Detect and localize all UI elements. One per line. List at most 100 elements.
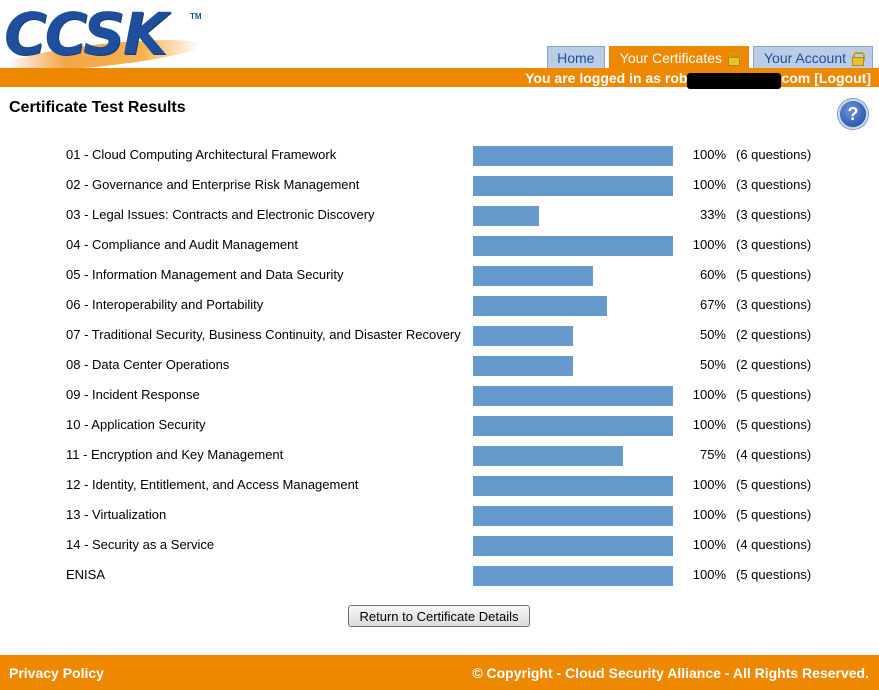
result-row: 13 - Virtualization 100% (5 questions) [0, 500, 879, 530]
logout-link[interactable]: [Logout] [814, 69, 871, 86]
score-bar-fill [473, 176, 673, 196]
result-row: 05 - Information Management and Data Sec… [0, 260, 879, 290]
redacted-email [687, 72, 782, 89]
result-domain-label: 04 - Compliance and Audit Management [66, 237, 298, 252]
score-bar-fill [473, 296, 607, 316]
lock-icon [728, 51, 741, 66]
score-percent: 100% [692, 507, 726, 522]
score-percent: 50% [699, 357, 726, 372]
score-bar-fill [473, 266, 593, 286]
score-percent: 33% [699, 207, 726, 222]
logo-text: CCSK [4, 0, 168, 68]
score-bar [473, 296, 673, 316]
score-bar [473, 446, 673, 466]
tab-your-account[interactable]: Your Account [753, 46, 873, 68]
tab-your-certificates-label: Your Certificates [619, 49, 722, 66]
question-count: (6 questions) [736, 147, 812, 162]
score-bar-fill [473, 236, 673, 256]
score-percent: 67% [699, 297, 726, 312]
question-count: (2 questions) [736, 327, 812, 342]
logo-trademark: TM [190, 12, 202, 21]
question-count: (4 questions) [736, 537, 812, 552]
score-bar-fill [473, 326, 573, 346]
login-prefix: You are logged in as rob [525, 69, 688, 86]
score-percent: 100% [692, 177, 726, 192]
result-row: 10 - Application Security 100% (5 question… [0, 410, 879, 440]
score-bar [473, 506, 673, 526]
result-domain-label: 11 - Encryption and Key Management [66, 447, 284, 462]
tab-home[interactable]: Home [546, 46, 605, 68]
score-bar-fill [473, 416, 673, 436]
score-bar [473, 266, 673, 286]
page-title: Certificate Test Results [9, 99, 186, 116]
score-bar-fill [473, 446, 623, 466]
score-percent: 100% [692, 537, 726, 552]
question-count: (4 questions) [736, 447, 812, 462]
footer: Privacy Policy © Copyright - Cloud Secur… [0, 655, 879, 690]
result-row: 06 - Interoperability and Portability 67%… [0, 290, 879, 320]
result-domain-label: 08 - Data Center Operations [66, 357, 230, 372]
score-bar [473, 536, 673, 556]
tab-your-certificates[interactable]: Your Certificates [608, 46, 749, 68]
score-percent: 75% [699, 447, 726, 462]
score-bar-fill [473, 476, 673, 496]
score-percent: 100% [692, 477, 726, 492]
score-percent: 100% [692, 387, 726, 402]
result-domain-label: 06 - Interoperability and Portability [66, 297, 264, 312]
question-count: (5 questions) [736, 417, 812, 432]
score-bar-fill [473, 386, 673, 406]
score-bar [473, 386, 673, 406]
result-row: 04 - Compliance and Audit Management 100%… [0, 230, 879, 260]
result-row: 14 - Security as a Service 100% (4 questio… [0, 530, 879, 560]
ccsk-logo: CCSK TM [4, 0, 204, 77]
result-row: 07 - Traditional Security, Business Cont… [0, 320, 879, 350]
question-count: (3 questions) [736, 177, 812, 192]
copyright-text: © Copyright - Cloud Security Alliance - … [472, 664, 869, 681]
score-bar [473, 176, 673, 196]
result-row: 11 - Encryption and Key Management 75% (4 … [0, 440, 879, 470]
result-row: 02 - Governance and Enterprise Risk Mana… [0, 170, 879, 200]
question-count: (5 questions) [736, 567, 812, 582]
help-icon[interactable]: ? [838, 99, 868, 129]
score-bar [473, 416, 673, 436]
score-bar-fill [473, 206, 539, 226]
nav-tabs: Home Your Certificates Your Account [546, 46, 873, 68]
result-domain-label: 02 - Governance and Enterprise Risk Mana… [66, 177, 360, 192]
result-row: 01 - Cloud Computing Architectural Frame… [0, 140, 879, 170]
privacy-policy-link[interactable]: Privacy Policy [9, 664, 104, 681]
question-count: (5 questions) [736, 507, 812, 522]
result-row: 12 - Identity, Entitlement, and Access M… [0, 470, 879, 500]
score-bar [473, 566, 673, 586]
score-percent: 60% [699, 267, 726, 282]
return-to-certificate-details-button[interactable]: Return to Certificate Details [348, 605, 530, 627]
result-row: ENISA 100% (5 questions) [0, 560, 879, 590]
score-percent: 100% [692, 237, 726, 252]
score-bar [473, 146, 673, 166]
score-bar [473, 206, 673, 226]
result-domain-label: 13 - Virtualization [66, 507, 167, 522]
results-list: 01 - Cloud Computing Architectural Frame… [0, 140, 879, 590]
tab-your-account-label: Your Account [764, 49, 846, 66]
lock-icon [852, 51, 865, 66]
question-count: (5 questions) [736, 267, 812, 282]
score-bar-fill [473, 566, 673, 586]
result-domain-label: 09 - Incident Response [66, 387, 200, 402]
result-row: 03 - Legal Issues: Contracts and Electro… [0, 200, 879, 230]
score-bar [473, 326, 673, 346]
tab-home-label: Home [557, 49, 595, 66]
result-domain-label: 01 - Cloud Computing Architectural Frame… [66, 147, 337, 162]
score-bar-fill [473, 356, 573, 376]
score-bar [473, 236, 673, 256]
result-domain-label: 10 - Application Security [66, 417, 206, 432]
score-percent: 100% [692, 567, 726, 582]
question-count: (5 questions) [736, 387, 812, 402]
result-row: 08 - Data Center Operations 50% (2 questio… [0, 350, 879, 380]
result-domain-label: ENISA [66, 567, 106, 582]
score-bar-fill [473, 536, 673, 556]
result-domain-label: 05 - Information Management and Data Sec… [66, 267, 344, 282]
score-percent: 50% [699, 327, 726, 342]
result-domain-label: 07 - Traditional Security, Business Cont… [66, 327, 461, 342]
question-count: (3 questions) [736, 207, 812, 222]
score-bar-fill [473, 506, 673, 526]
score-percent: 100% [692, 417, 726, 432]
